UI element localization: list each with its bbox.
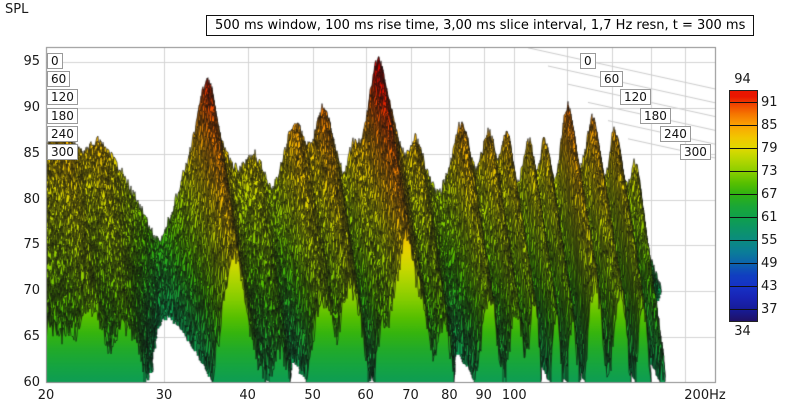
colorbar-tick-label: 85 — [761, 117, 778, 133]
colorbar-tick-label: 79 — [761, 140, 778, 156]
freq-tick-label: 90 — [475, 388, 492, 403]
time-slice-label-right: 300 — [680, 144, 711, 160]
colorbar-tick-line — [730, 194, 757, 195]
spl-axis-label: SPL — [5, 2, 29, 17]
time-slice-label-right: 120 — [620, 89, 651, 106]
time-slice-label-right: 240 — [660, 125, 691, 142]
colorbar-tick-label: 73 — [761, 163, 778, 179]
time-slice-label-left: 0 — [47, 53, 63, 69]
colorbar-tick-line — [730, 102, 757, 103]
spl-tick-label: 95 — [23, 54, 40, 69]
colorbar-tick-line — [730, 148, 757, 149]
spl-colorbar — [729, 90, 758, 322]
colorbar-tick-line — [730, 125, 757, 126]
colorbar-tick-label: 43 — [761, 278, 778, 294]
time-slice-label-left: 180 — [47, 107, 78, 124]
colorbar-tick-line — [730, 309, 757, 310]
freq-tick-label: 70 — [402, 388, 419, 403]
time-slice-label-right: 0 — [580, 53, 596, 69]
plot-settings-title-box: 500 ms window, 100 ms rise time, 3,00 ms… — [206, 15, 755, 36]
freq-tick-label: 60 — [357, 388, 374, 403]
time-slice-label-right: 60 — [600, 71, 624, 88]
colorbar-tick-line — [730, 171, 757, 172]
colorbar-tick-line — [730, 217, 757, 218]
spl-tick-label: 60 — [23, 375, 40, 390]
colorbar-tick-label: 61 — [761, 209, 778, 225]
time-slice-label-right: 180 — [640, 107, 671, 124]
colorbar-tick-label: 55 — [761, 232, 778, 248]
colorbar-tick-line — [730, 286, 757, 287]
colorbar-max-label: 94 — [734, 72, 751, 87]
colorbar-tick-label: 67 — [761, 186, 778, 202]
colorbar-tick-label: 37 — [761, 301, 778, 317]
spl-tick-label: 65 — [23, 329, 40, 345]
freq-tick-label: 50 — [304, 388, 321, 403]
spl-tick-label: 75 — [23, 237, 40, 253]
freq-tick-label: 80 — [441, 388, 458, 403]
freq-tick-label: 40 — [239, 388, 256, 403]
time-slice-label-left: 60 — [47, 71, 71, 88]
freq-tick-label: 20 — [37, 388, 55, 403]
freq-tick-label: 100 — [501, 388, 527, 403]
colorbar-tick-line — [730, 263, 757, 264]
spl-tick-label: 85 — [23, 145, 40, 161]
colorbar-min-label: 34 — [734, 324, 751, 339]
spl-tick-label: 90 — [23, 99, 40, 115]
spl-tick-label: 80 — [23, 191, 40, 207]
colorbar-tick-label: 91 — [761, 94, 778, 110]
colorbar-tick-label: 49 — [761, 255, 778, 271]
colorbar-tick-line — [730, 240, 757, 241]
freq-tick-label: 200Hz — [684, 388, 726, 403]
time-slice-label-left: 240 — [47, 125, 78, 142]
spl-tick-label: 70 — [23, 283, 40, 299]
freq-tick-label: 30 — [155, 388, 173, 403]
time-slice-label-left: 120 — [47, 89, 78, 106]
time-slice-label-left: 300 — [47, 144, 78, 160]
